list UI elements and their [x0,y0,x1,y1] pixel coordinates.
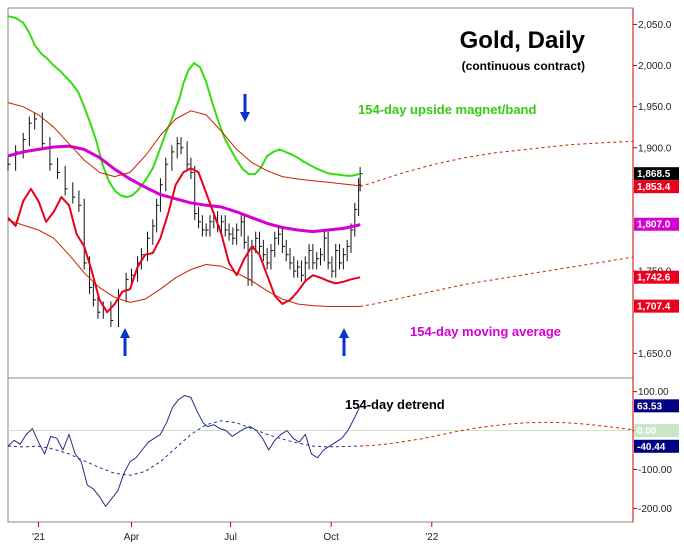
detrend-title: 154-day detrend [345,397,445,412]
detrend-axis-tick-label: -200.00 [638,504,672,515]
detrend-axis-tick-label: -100.00 [638,465,672,476]
upper-band-annotation: 154-day upside magnet/band [358,102,536,117]
x-tick-label: Jul [224,532,237,543]
series-cycle-lower-projection [360,256,634,307]
cycle-low-arrow-1 [120,328,130,356]
price-last-value-badge-label: 1,807.0 [637,220,671,231]
price-last-value-badge-label: 1,707.4 [637,302,671,313]
price-axis-tick-label: 1,950.0 [638,102,672,113]
chart-title: Gold, Daily [460,27,586,54]
series-detrend [7,395,361,507]
detrend-axis-tick-label: 100.00 [638,387,669,398]
series-cycle-upper-projection [359,140,634,187]
series-moving-average [7,144,361,234]
cycle-high-arrow [240,94,250,122]
right-axis: 2,050.02,000.01,950.01,900.01,850.01,750… [632,8,679,522]
series-detrend-fast [7,167,361,314]
price-last-value-badge [634,167,679,181]
detrend-last-value-badge [634,439,679,453]
arrow-down-icon [240,94,250,122]
price-axis-tick-label: 2,050.0 [638,20,672,31]
series-detrend-cycle [7,420,361,476]
x-tick-label: Oct [323,532,339,543]
price-last-value-badge [634,217,679,231]
price-panel [7,15,634,328]
x-tick-label: Apr [124,532,140,543]
price-last-value-badge-label: 1,853.4 [637,182,671,193]
moving-average-annotation: 154-day moving average [410,324,561,339]
price-last-value-badge-label: 1,742.6 [637,273,671,284]
series-lower-band [7,219,361,307]
chart-subtitle: (continuous contract) [462,59,585,73]
detrend-last-value-badge-label: -40.44 [637,442,666,453]
detrend-last-value-badge-label: 0.00 [637,426,657,437]
x-tick-label: '22 [425,532,438,543]
series-upper-band [7,15,361,199]
price-last-value-badge [634,299,679,313]
arrow-up-icon [120,328,130,356]
price-axis-tick-label: 2,000.0 [638,61,672,72]
price-last-value-badge [634,270,679,284]
series-detrend-projection [360,421,634,447]
price-last-value-badge [634,180,679,194]
arrow-up-icon [339,328,349,356]
bottom-axis: '21 Apr Jul Oct '22 [32,522,439,543]
price-bars [7,112,363,328]
price-axis-tick-label: 1,650.0 [638,349,672,360]
detrend-last-value-badge [634,399,679,413]
detrend-last-value-badge [634,424,679,438]
series-cycle-upper [7,102,361,187]
price-axis-tick-label: 1,900.0 [638,143,672,154]
detrend-panel [7,395,634,507]
detrend-last-value-badge-label: 63.53 [637,401,662,412]
cycle-low-arrow-2 [339,328,349,356]
x-tick-label: '21 [32,532,45,543]
price-last-value-badge-label: 1,868.5 [637,169,671,180]
